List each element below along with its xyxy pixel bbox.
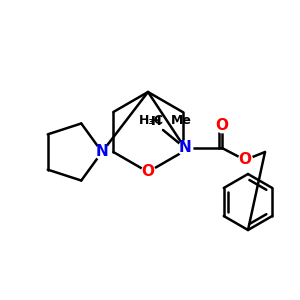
Text: O: O	[238, 152, 251, 167]
Text: Me: Me	[171, 114, 192, 127]
Text: H: H	[151, 115, 161, 128]
Text: H: H	[151, 115, 161, 128]
Text: O: O	[215, 118, 229, 133]
Text: N: N	[178, 140, 191, 155]
Text: N: N	[96, 145, 108, 160]
Text: H₃C: H₃C	[139, 114, 164, 127]
Text: O: O	[142, 164, 154, 179]
